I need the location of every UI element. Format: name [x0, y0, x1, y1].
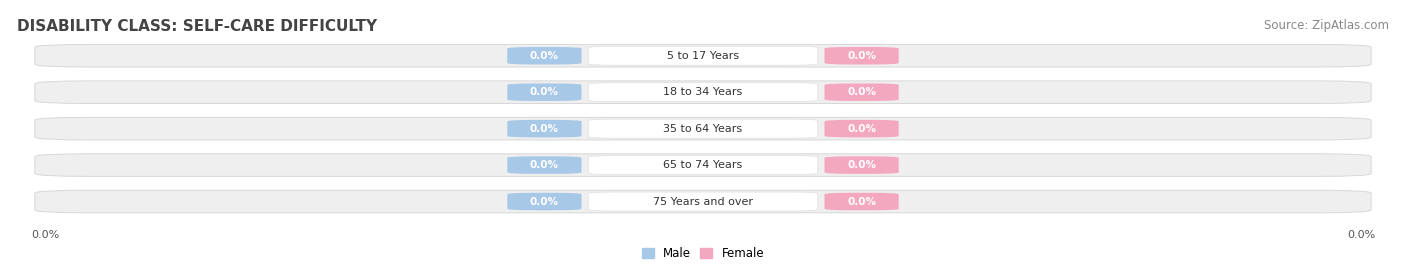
Text: 0.0%: 0.0%: [846, 160, 876, 170]
Text: 5 to 17 Years: 5 to 17 Years: [666, 51, 740, 61]
FancyBboxPatch shape: [35, 81, 1371, 103]
Text: 0.0%: 0.0%: [846, 51, 876, 61]
FancyBboxPatch shape: [824, 120, 898, 137]
FancyBboxPatch shape: [508, 120, 582, 137]
Text: 0.0%: 0.0%: [31, 230, 59, 240]
FancyBboxPatch shape: [508, 83, 582, 101]
Text: 0.0%: 0.0%: [846, 124, 876, 134]
FancyBboxPatch shape: [824, 193, 898, 210]
FancyBboxPatch shape: [588, 119, 818, 138]
FancyBboxPatch shape: [824, 47, 898, 65]
Legend: Male, Female: Male, Female: [637, 243, 769, 265]
Text: 0.0%: 0.0%: [846, 196, 876, 207]
FancyBboxPatch shape: [35, 190, 1371, 213]
FancyBboxPatch shape: [35, 117, 1371, 140]
Text: 65 to 74 Years: 65 to 74 Years: [664, 160, 742, 170]
FancyBboxPatch shape: [35, 44, 1371, 67]
FancyBboxPatch shape: [588, 156, 818, 174]
Text: 75 Years and over: 75 Years and over: [652, 196, 754, 207]
Text: 35 to 64 Years: 35 to 64 Years: [664, 124, 742, 134]
Text: 0.0%: 0.0%: [530, 87, 560, 97]
FancyBboxPatch shape: [35, 154, 1371, 176]
Text: 0.0%: 0.0%: [530, 196, 560, 207]
Text: 18 to 34 Years: 18 to 34 Years: [664, 87, 742, 97]
FancyBboxPatch shape: [508, 47, 582, 65]
FancyBboxPatch shape: [588, 46, 818, 65]
FancyBboxPatch shape: [824, 156, 898, 174]
FancyBboxPatch shape: [588, 83, 818, 102]
Text: 0.0%: 0.0%: [530, 124, 560, 134]
FancyBboxPatch shape: [824, 83, 898, 101]
FancyBboxPatch shape: [508, 193, 582, 210]
Text: 0.0%: 0.0%: [1347, 230, 1375, 240]
Text: Source: ZipAtlas.com: Source: ZipAtlas.com: [1264, 19, 1389, 32]
Text: DISABILITY CLASS: SELF-CARE DIFFICULTY: DISABILITY CLASS: SELF-CARE DIFFICULTY: [17, 19, 377, 34]
Text: 0.0%: 0.0%: [530, 51, 560, 61]
Text: 0.0%: 0.0%: [846, 87, 876, 97]
Text: 0.0%: 0.0%: [530, 160, 560, 170]
FancyBboxPatch shape: [508, 156, 582, 174]
FancyBboxPatch shape: [588, 192, 818, 211]
